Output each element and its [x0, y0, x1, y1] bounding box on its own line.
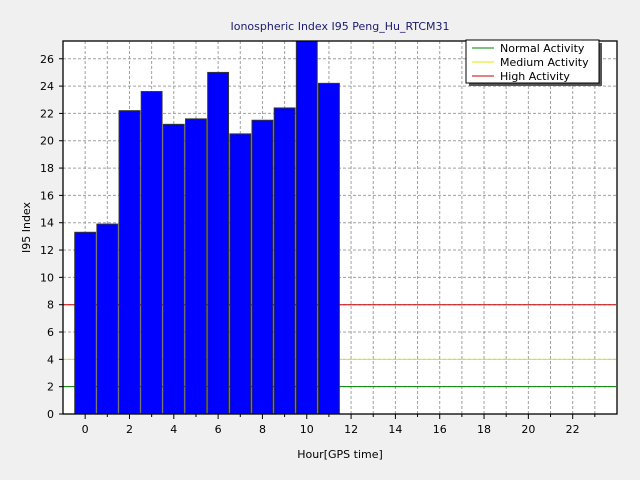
y-tick-label: 6 — [47, 326, 54, 339]
y-axis-label: I95 Index — [20, 202, 33, 254]
x-tick-label: 4 — [170, 423, 177, 436]
bar — [229, 133, 252, 415]
bar — [162, 123, 185, 415]
x-tick-label: 0 — [82, 423, 89, 436]
legend-label: High Activity — [500, 70, 570, 83]
y-tick-label: 2 — [47, 381, 54, 394]
y-tick-label: 24 — [40, 80, 54, 93]
bar — [207, 71, 230, 415]
x-tick-label: 22 — [566, 423, 580, 436]
y-tick-label: 20 — [40, 135, 54, 148]
y-tick-label: 26 — [40, 53, 54, 66]
chart-title: Ionospheric Index I95 Peng_Hu_RTCM31 — [230, 20, 449, 33]
x-tick-label: 8 — [259, 423, 266, 436]
x-tick-label: 20 — [521, 423, 535, 436]
x-axis-label: Hour[GPS time] — [297, 448, 383, 461]
y-tick-label: 8 — [47, 299, 54, 312]
bar — [74, 231, 97, 415]
bar — [273, 107, 296, 415]
y-tick-label: 4 — [47, 353, 54, 366]
bar — [185, 118, 207, 415]
y-tick-label: 10 — [40, 271, 54, 284]
x-tick-label: 2 — [126, 423, 133, 436]
bar — [295, 40, 318, 415]
bar — [118, 110, 141, 415]
y-tick-label: 18 — [40, 162, 54, 175]
bar — [140, 91, 163, 415]
y-tick-label: 12 — [40, 244, 54, 257]
x-tick-label: 10 — [300, 423, 314, 436]
bar — [251, 119, 274, 415]
x-tick-label: 6 — [215, 423, 222, 436]
legend-label: Medium Activity — [500, 56, 589, 69]
y-tick-label: 16 — [40, 189, 54, 202]
plot-border — [62, 40, 618, 415]
y-tick-label: 14 — [40, 217, 54, 230]
x-tick-label: 14 — [388, 423, 402, 436]
bar — [318, 82, 340, 415]
y-tick-label: 22 — [40, 107, 54, 120]
x-tick-label: 18 — [477, 423, 491, 436]
x-tick-label: 12 — [344, 423, 358, 436]
bar — [96, 223, 119, 415]
x-tick-label: 16 — [433, 423, 447, 436]
y-tick-label: 0 — [47, 408, 54, 421]
legend-label: Normal Activity — [500, 42, 585, 55]
